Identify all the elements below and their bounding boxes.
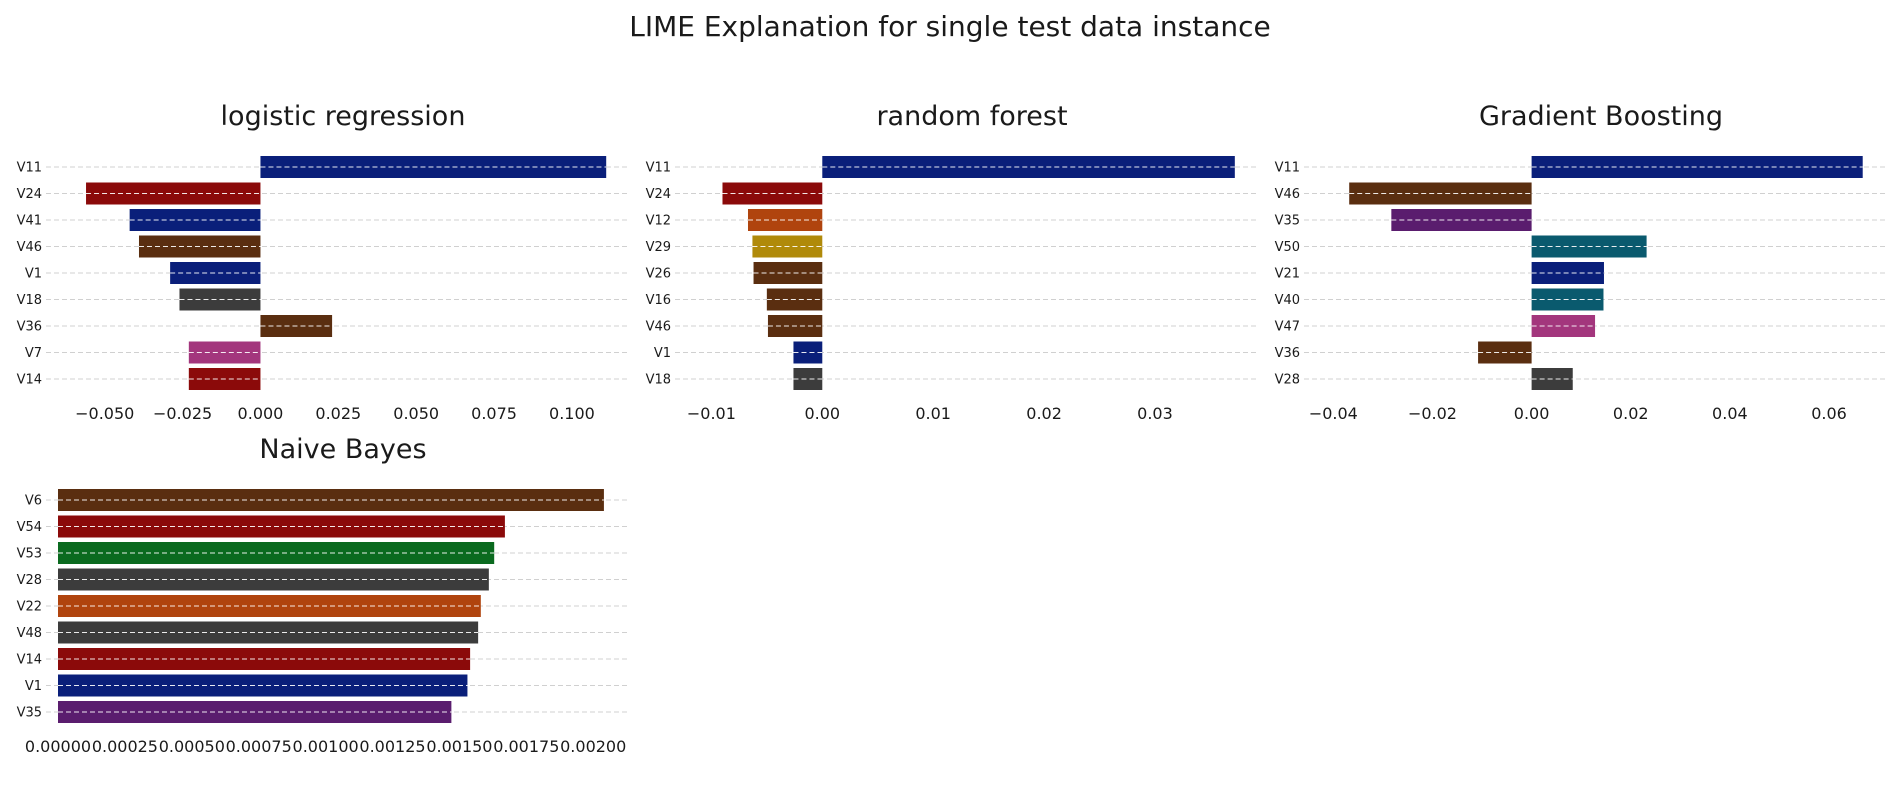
y-tick-label: V1 — [25, 679, 42, 694]
y-tick-label: V11 — [17, 161, 42, 176]
y-tick-label: V50 — [1275, 240, 1300, 255]
x-tick-label: 0.03 — [1137, 404, 1173, 423]
bar-v14 — [58, 648, 471, 670]
x-tick-label: 0.06 — [1811, 404, 1847, 423]
x-tick-label: 0.00000 — [25, 737, 91, 756]
x-tick-label: 0.00 — [804, 404, 840, 423]
y-tick-label: V14 — [17, 653, 42, 668]
y-tick-label: V11 — [646, 161, 671, 176]
y-tick-label: V24 — [17, 187, 42, 202]
naive-bayes-subplot: Naive Bayes V6 V54 V53 V28 V22 V48 V14 V1 V35 0.00… — [17, 434, 628, 756]
x-tick-label: 0.025 — [315, 404, 361, 423]
y-tick-label: V12 — [646, 214, 671, 229]
x-tick-label: 0.02 — [1613, 404, 1649, 423]
y-tick-label: V7 — [25, 346, 42, 361]
y-tick-label: V46 — [17, 240, 42, 255]
y-tick-label: V36 — [17, 320, 42, 335]
logistic-regression-subplot: logistic regression V11 V24 V41 V46 V1 V18 V36 V… — [17, 101, 628, 423]
logistic-regression-title: logistic regression — [221, 101, 466, 132]
x-tick-label: 0.00100 — [293, 737, 359, 756]
x-tick-label: −0.02 — [1408, 404, 1457, 423]
y-tick-label: V36 — [1275, 346, 1300, 361]
naive-bayes-title: Naive Bayes — [259, 434, 426, 465]
y-tick-label: V40 — [1275, 293, 1300, 308]
x-tick-label: 0.100 — [549, 404, 595, 423]
x-tick-label: −0.04 — [1309, 404, 1358, 423]
bar-v47 — [1531, 315, 1596, 337]
x-tick-label: 0.00125 — [359, 737, 425, 756]
x-tick-label: 0.00175 — [493, 737, 559, 756]
y-tick-label: V48 — [17, 626, 42, 641]
y-tick-label: V35 — [1275, 214, 1300, 229]
bar-v1 — [793, 341, 823, 364]
y-tick-label: V11 — [1275, 161, 1300, 176]
y-tick-label: V35 — [17, 706, 42, 721]
x-tick-label: 0.050 — [393, 404, 439, 423]
bar-v28 — [58, 568, 489, 591]
x-tick-label: −0.01 — [687, 404, 736, 423]
bar-v24 — [86, 182, 261, 205]
y-tick-label: V14 — [17, 373, 42, 388]
x-tick-label: 0.04 — [1712, 404, 1748, 423]
bar-v1 — [170, 262, 261, 284]
y-tick-label: V28 — [17, 573, 42, 588]
y-tick-label: V41 — [17, 214, 42, 229]
y-tick-label: V18 — [17, 293, 42, 308]
y-tick-label: V1 — [654, 346, 671, 361]
bar-v12 — [747, 209, 823, 231]
y-tick-label: V47 — [1275, 320, 1300, 335]
x-tick-label: 0.00150 — [426, 737, 492, 756]
x-tick-label: −0.050 — [75, 404, 134, 423]
bar-v54 — [58, 515, 505, 538]
y-tick-label: V28 — [1275, 373, 1300, 388]
x-tick-label: 0.00075 — [226, 737, 292, 756]
y-tick-label: V22 — [17, 600, 42, 615]
y-tick-label: V26 — [646, 267, 671, 282]
y-tick-label: V53 — [17, 547, 42, 562]
y-tick-label: V24 — [646, 187, 671, 202]
random-forest-title: random forest — [876, 101, 1067, 132]
y-tick-label: V29 — [646, 240, 671, 255]
y-tick-label: V6 — [25, 494, 42, 509]
x-tick-label: −0.025 — [153, 404, 212, 423]
y-tick-label: V46 — [1275, 187, 1300, 202]
bar-v35 — [1391, 209, 1532, 231]
y-tick-label: V16 — [646, 293, 671, 308]
y-tick-label: V18 — [646, 373, 671, 388]
gradient-boosting-subplot: Gradient Boosting V11 V46 V35 V50 V21 V40 V47 V3… — [1275, 101, 1886, 423]
x-tick-label: 0.00 — [1514, 404, 1550, 423]
x-tick-label: 0.00200 — [560, 737, 626, 756]
figure-title: LIME Explanation for single test data in… — [629, 10, 1271, 43]
random-forest-subplot: random forest V11 V24 V12 V29 V26 V16 V46 V1 V18 −… — [646, 101, 1257, 423]
bar-v11 — [822, 156, 1235, 178]
x-tick-label: 0.00050 — [159, 737, 225, 756]
y-tick-label: V54 — [17, 520, 42, 535]
y-tick-label: V1 — [25, 267, 42, 282]
x-tick-label: 0.000 — [238, 404, 284, 423]
x-tick-label: 0.02 — [1026, 404, 1062, 423]
x-tick-label: 0.01 — [915, 404, 951, 423]
y-tick-label: V21 — [1275, 267, 1300, 282]
x-tick-label: 0.075 — [471, 404, 517, 423]
bar-v18 — [793, 368, 823, 390]
x-tick-label: 0.00025 — [92, 737, 158, 756]
y-tick-label: V46 — [646, 320, 671, 335]
gradient-boosting-title: Gradient Boosting — [1479, 101, 1723, 132]
bar-v11 — [1531, 156, 1863, 178]
